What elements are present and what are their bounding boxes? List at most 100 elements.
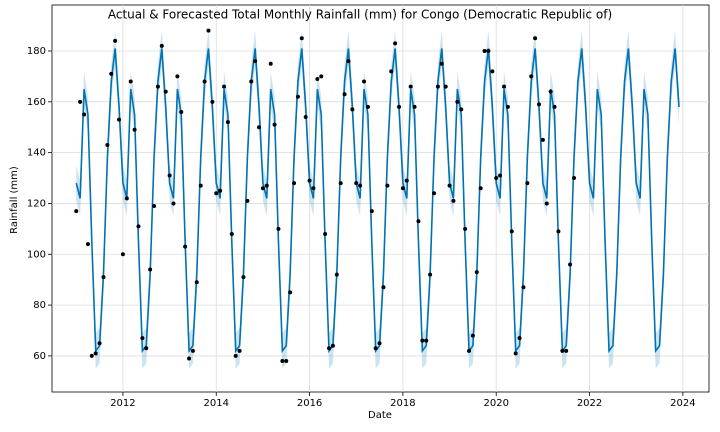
uncertainty-band bbox=[76, 30, 679, 369]
actual-point bbox=[338, 181, 343, 186]
actual-point bbox=[373, 346, 378, 351]
actual-point bbox=[257, 125, 262, 130]
actual-point bbox=[295, 94, 300, 99]
actual-point bbox=[358, 183, 363, 188]
x-tick-label: 2022 bbox=[577, 398, 602, 409]
actual-point bbox=[101, 275, 106, 280]
actual-point bbox=[194, 280, 199, 285]
actual-point bbox=[564, 348, 569, 353]
actual-point bbox=[556, 229, 561, 234]
actual-point bbox=[117, 117, 122, 122]
actual-point bbox=[93, 351, 98, 356]
actual-point bbox=[350, 107, 355, 112]
actual-point bbox=[144, 346, 149, 351]
actual-point bbox=[416, 219, 421, 224]
actual-point bbox=[299, 36, 304, 41]
actual-point bbox=[505, 104, 510, 109]
actual-point bbox=[342, 92, 347, 97]
actual-point bbox=[525, 181, 530, 186]
actual-point bbox=[152, 203, 157, 208]
actual-point bbox=[214, 191, 219, 196]
actual-point bbox=[264, 183, 269, 188]
actual-point bbox=[159, 43, 164, 48]
x-axis-label: Date bbox=[368, 410, 392, 421]
actual-point bbox=[354, 181, 359, 186]
y-tick-label: 100 bbox=[27, 249, 46, 260]
actual-point bbox=[393, 41, 398, 46]
actual-point bbox=[397, 104, 402, 109]
actual-point bbox=[78, 99, 83, 104]
actual-point bbox=[222, 84, 227, 89]
actual-point bbox=[540, 137, 545, 142]
actual-point bbox=[459, 107, 464, 112]
actual-point bbox=[128, 79, 133, 84]
actual-point bbox=[435, 84, 440, 89]
actual-point bbox=[572, 176, 577, 181]
actual-point bbox=[513, 351, 518, 356]
actual-point bbox=[307, 178, 312, 183]
actual-point bbox=[404, 178, 409, 183]
x-tick-label: 2014 bbox=[204, 398, 229, 409]
actual-point bbox=[334, 272, 339, 277]
actual-point bbox=[179, 109, 184, 114]
actual-point bbox=[124, 196, 129, 201]
x-tick-label: 2024 bbox=[670, 398, 695, 409]
actual-point bbox=[490, 69, 495, 74]
actual-point bbox=[202, 79, 207, 84]
actual-point bbox=[163, 89, 168, 94]
actual-point bbox=[498, 173, 503, 178]
actual-point bbox=[362, 79, 367, 84]
y-tick-label: 140 bbox=[27, 148, 46, 159]
actual-point bbox=[432, 191, 437, 196]
actual-point bbox=[268, 61, 273, 66]
actual-point bbox=[544, 201, 549, 206]
actual-point bbox=[249, 79, 254, 84]
actual-point bbox=[537, 102, 542, 107]
actual-point bbox=[463, 226, 468, 231]
actual-point bbox=[167, 173, 172, 178]
actual-point bbox=[509, 229, 514, 234]
actual-point bbox=[272, 122, 277, 127]
actual-point bbox=[140, 336, 145, 341]
actual-point bbox=[280, 358, 285, 363]
actual-point bbox=[381, 285, 386, 290]
actual-point bbox=[132, 127, 137, 132]
actual-point bbox=[74, 209, 79, 214]
actual-point bbox=[319, 74, 324, 79]
actual-point bbox=[455, 99, 460, 104]
actual-point bbox=[443, 84, 448, 89]
actual-point bbox=[229, 231, 234, 236]
actual-point bbox=[494, 176, 499, 181]
actual-point bbox=[552, 104, 557, 109]
actual-point bbox=[175, 74, 180, 79]
x-tick-label: 2020 bbox=[483, 398, 508, 409]
actual-point bbox=[190, 348, 195, 353]
actual-point bbox=[206, 28, 211, 33]
actual-point bbox=[284, 358, 289, 363]
y-tick-label: 120 bbox=[27, 198, 46, 209]
x-tick-label: 2012 bbox=[110, 398, 135, 409]
actual-point bbox=[311, 186, 316, 191]
actual-point bbox=[85, 242, 90, 247]
actual-point bbox=[369, 209, 374, 214]
actual-point bbox=[155, 84, 160, 89]
actual-point bbox=[218, 188, 223, 193]
actual-point bbox=[451, 198, 456, 203]
actual-point bbox=[478, 186, 483, 191]
x-tick-label: 2018 bbox=[390, 398, 415, 409]
actual-point bbox=[303, 115, 308, 120]
actual-point bbox=[486, 48, 491, 53]
actual-point bbox=[568, 262, 573, 267]
actual-point bbox=[253, 59, 258, 64]
actual-point bbox=[323, 231, 328, 236]
actual-point bbox=[292, 181, 297, 186]
actual-point bbox=[97, 341, 102, 346]
actual-point bbox=[245, 198, 250, 203]
actual-point bbox=[187, 356, 192, 361]
actual-point bbox=[408, 84, 413, 89]
actual-point bbox=[529, 74, 534, 79]
actual-point bbox=[385, 183, 390, 188]
actual-point bbox=[502, 84, 507, 89]
actual-point bbox=[482, 48, 487, 53]
actual-point bbox=[400, 186, 405, 191]
